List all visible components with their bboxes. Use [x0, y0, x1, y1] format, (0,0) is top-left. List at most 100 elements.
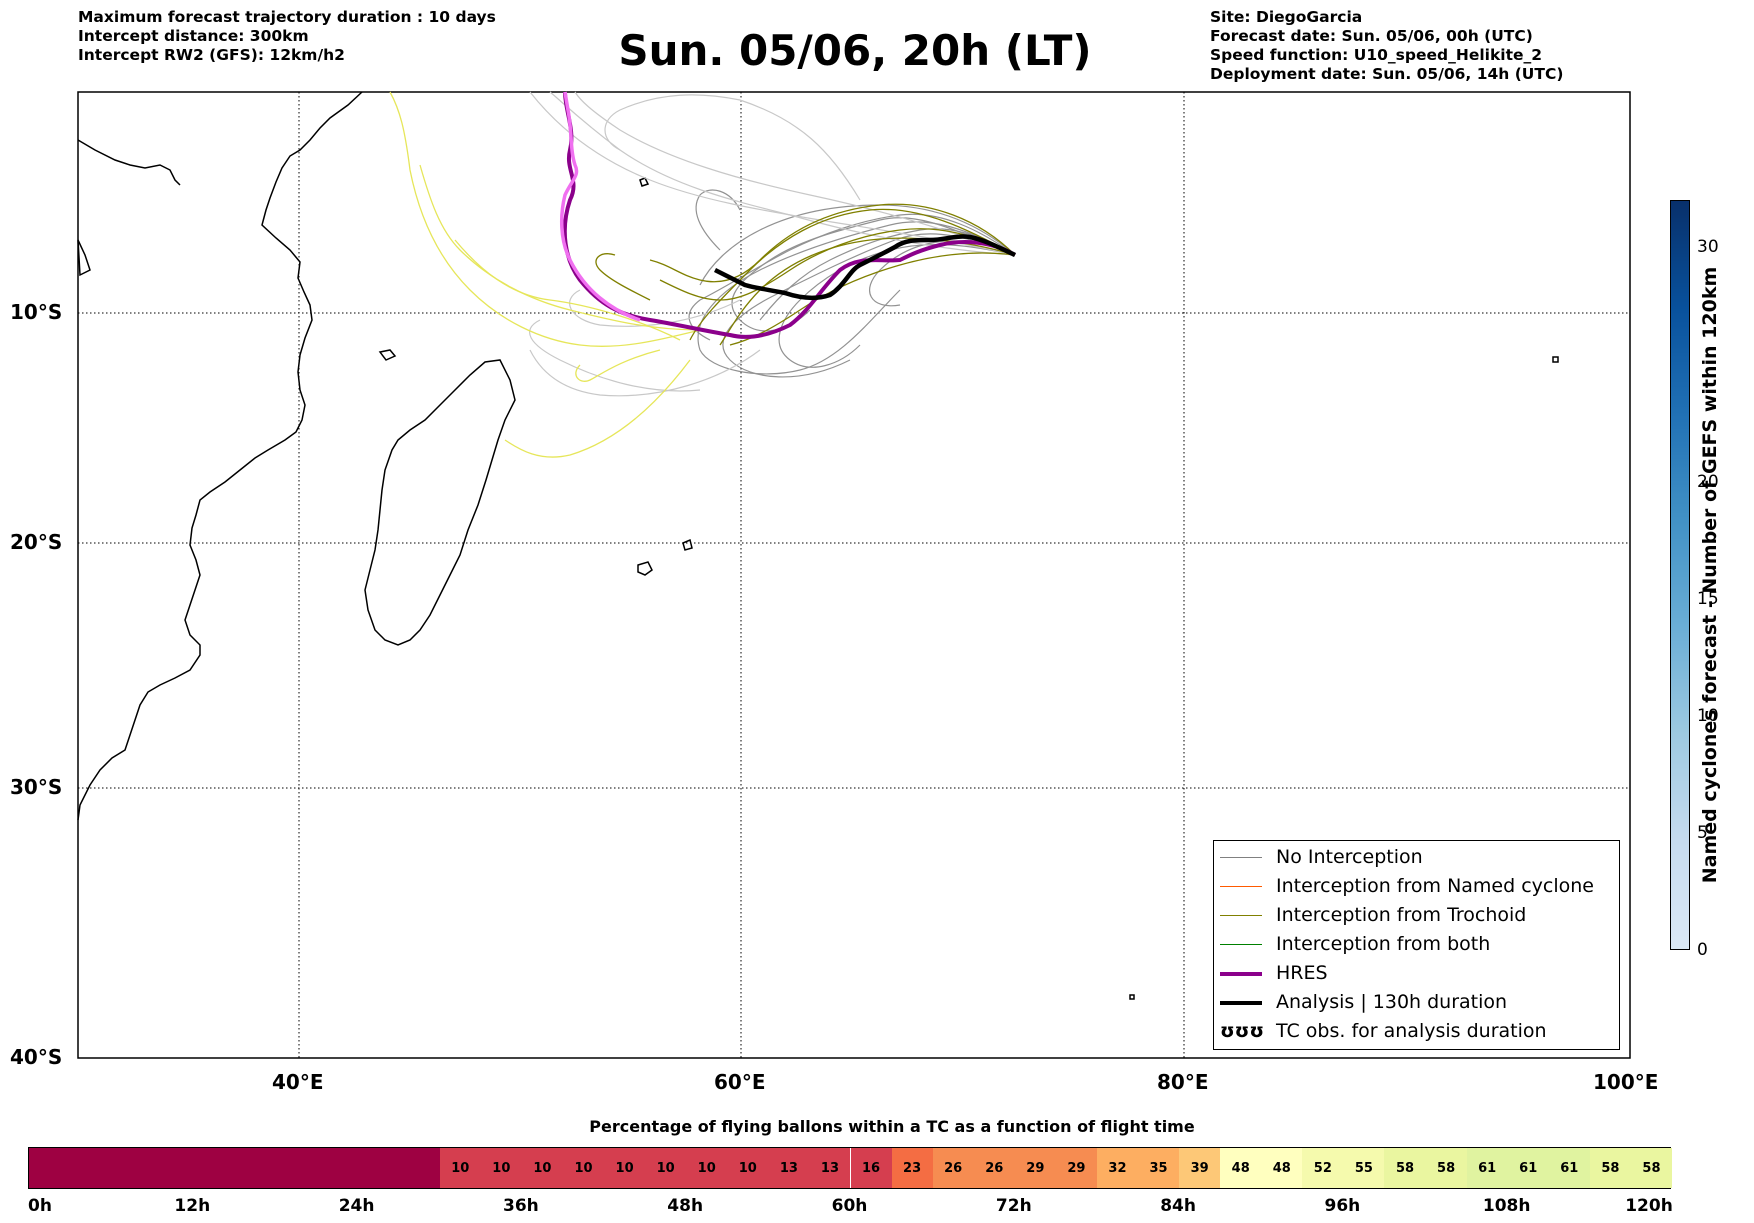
island-mauritius	[637, 561, 653, 576]
graticule	[78, 92, 1630, 1058]
time-label: 48h	[667, 1196, 704, 1216]
time-label: 24h	[338, 1196, 375, 1216]
strip-title: Percentage of flying ballons within a TC…	[589, 1117, 1195, 1136]
time-label: 60h	[831, 1196, 868, 1216]
colorbar-tick: 10	[1697, 706, 1719, 726]
lon-label: 40°E	[272, 1070, 324, 1094]
island-amsterdam	[1129, 994, 1135, 1000]
strip-cell: 13	[809, 1148, 851, 1188]
time-label: 12h	[174, 1196, 211, 1216]
header-line: Forecast date: Sun. 05/06, 00h (UTC)	[1210, 27, 1533, 45]
strip-cell: 10	[727, 1148, 769, 1188]
strip-cell: 58	[1384, 1148, 1426, 1188]
colorbar	[1670, 200, 1690, 950]
trajectories-trochoid	[595, 203, 1016, 346]
legend-item: Interception from Trochoid	[1214, 903, 1619, 929]
strip-cell: 13	[768, 1148, 810, 1188]
legend-label: Analysis | 130h duration	[1276, 991, 1508, 1013]
map-title: Sun. 05/06, 20h (LT)	[618, 26, 1092, 75]
strip-cell: 26	[932, 1148, 974, 1188]
time-label: 108h	[1482, 1196, 1531, 1216]
arabia-islands	[77, 239, 91, 277]
time-label: 84h	[1160, 1196, 1196, 1216]
strip-cell: 58	[1589, 1148, 1631, 1188]
tc-symbol: ʊʊʊ	[1220, 1020, 1265, 1042]
lon-label: 80°E	[1157, 1070, 1209, 1094]
coastlines	[77, 91, 1559, 1000]
legend-label: No Interception	[1276, 846, 1423, 868]
strip-cell: 29	[1055, 1148, 1097, 1188]
legend-item: ʊʊʊ TC obs. for analysis duration	[1214, 1019, 1619, 1045]
colorbar-label: Named cyclones forecast - Number of GEFS…	[1699, 266, 1721, 884]
island-seychelles	[639, 177, 650, 187]
lon-label: 100°E	[1593, 1070, 1659, 1094]
header-right: Site: DiegoGarcia Forecast date: Sun. 05…	[1210, 8, 1563, 84]
percentage-strip: 10 10 10 10 10 10 10 10 13 13 16 23 26 26 29 29 32 35 39 48…	[28, 1147, 1672, 1189]
strip-cell: 61	[1507, 1148, 1549, 1188]
strip-cell: 48	[1220, 1148, 1262, 1188]
legend-line-black	[1220, 1001, 1262, 1005]
colorbar-tick: 0	[1697, 940, 1708, 960]
lon-label: 60°E	[714, 1070, 766, 1094]
madagascar	[364, 359, 516, 646]
legend-label: TC obs. for analysis duration	[1276, 1020, 1547, 1042]
trajectories-yellow	[389, 91, 701, 458]
colorbar-tick: 20	[1697, 472, 1719, 492]
strip-cell: 10	[686, 1148, 728, 1188]
legend-item: Interception from both	[1214, 932, 1619, 958]
header-left: Maximum forecast trajectory duration : 1…	[78, 8, 496, 65]
island-comoros	[378, 349, 397, 361]
strip-cell: 48	[1261, 1148, 1303, 1188]
time-label: 120h	[1625, 1196, 1673, 1216]
strip-cell: 58	[1425, 1148, 1467, 1188]
strip-cell: 39	[1179, 1148, 1221, 1188]
island-chagos	[1552, 356, 1559, 363]
colorbar-tick: 5	[1697, 823, 1708, 843]
strip-cell: 35	[1138, 1148, 1180, 1188]
legend-line-gray	[1220, 857, 1262, 858]
strip-cell: 58	[1630, 1148, 1672, 1188]
strip-cell: 29	[1014, 1148, 1056, 1188]
strip-cell: 32	[1096, 1148, 1138, 1188]
time-label: 0h	[28, 1196, 52, 1216]
strip-cell: 10	[521, 1148, 563, 1188]
lat-label: 20°S	[10, 530, 63, 554]
analysis-trajectory	[713, 234, 1016, 301]
header-line: Site: DiegoGarcia	[1210, 8, 1363, 26]
legend-item: Analysis | 130h duration	[1214, 990, 1619, 1016]
legend-item: HRES	[1214, 961, 1619, 987]
legend-label: HRES	[1276, 962, 1328, 984]
legend-item: Interception from Named cyclone	[1214, 874, 1619, 900]
trajectories-long	[529, 91, 1016, 397]
legend-line-purple	[1220, 972, 1262, 976]
legend-label: Interception from Trochoid	[1276, 904, 1527, 926]
strip-cell: 10	[439, 1148, 481, 1188]
legend-item: No Interception	[1214, 845, 1619, 871]
header-line: Deployment date: Sun. 05/06, 14h (UTC)	[1210, 65, 1564, 83]
legend-label: Interception from Named cyclone	[1276, 875, 1594, 897]
strip-cell: 26	[973, 1148, 1015, 1188]
header-line: Maximum forecast trajectory duration : 1…	[78, 8, 496, 26]
strip-cell: 10	[645, 1148, 687, 1188]
strip-cell: 10	[562, 1148, 605, 1188]
time-label: 96h	[1324, 1196, 1361, 1216]
trajectories-no-interception	[688, 189, 1016, 378]
legend-line-green	[1220, 944, 1262, 945]
strip-empty-segment	[29, 1148, 440, 1188]
lat-label: 10°S	[10, 300, 63, 324]
header-line: Intercept distance: 300km	[78, 27, 309, 45]
island-reunion	[682, 538, 693, 551]
somali-coast	[77, 139, 181, 186]
time-label: 72h	[995, 1196, 1032, 1216]
africa-coast	[77, 91, 363, 821]
strip-cell: 52	[1302, 1148, 1344, 1188]
hres-trajectory-light	[559, 91, 641, 322]
hres-trajectory	[562, 91, 1017, 339]
lat-label: 30°S	[10, 775, 63, 799]
strip-cell: 55	[1343, 1148, 1385, 1188]
header-line: Speed function: U10_speed_Helikite_2	[1210, 46, 1543, 64]
header-line: Intercept RW2 (GFS): 12km/h2	[78, 46, 345, 64]
strip-cell: 61	[1466, 1148, 1508, 1188]
strip-cell: 16	[850, 1148, 892, 1188]
